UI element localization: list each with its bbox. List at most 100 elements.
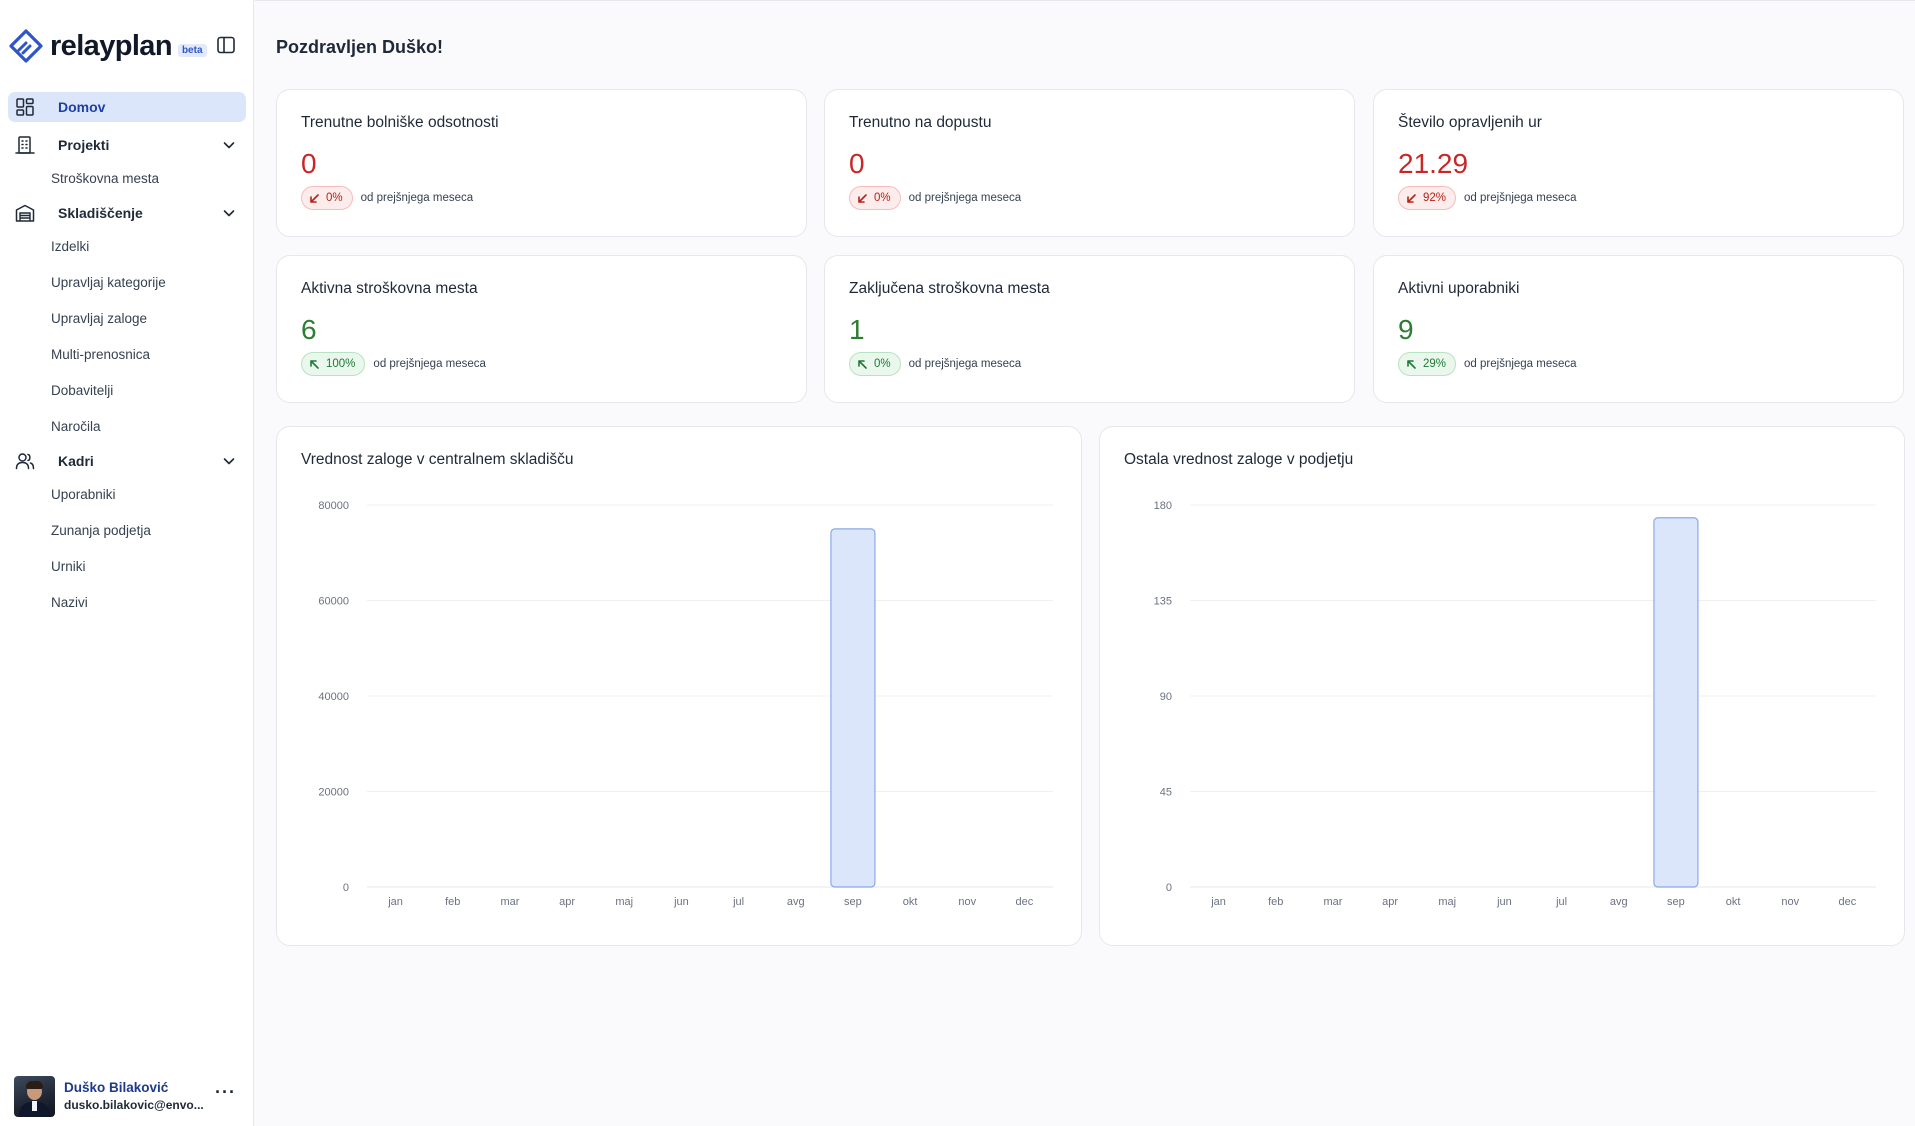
chevron-down-icon[interactable] — [222, 138, 236, 152]
arrow-up-left-icon — [310, 359, 319, 369]
bar-sep[interactable] — [830, 528, 876, 888]
stat-card-sick-leave: Trenutne bolniške odsotnosti 0 0% od prejšn… — [276, 89, 807, 237]
bar-sep[interactable] — [1653, 517, 1699, 888]
avatar — [14, 1075, 55, 1117]
stat-title: Aktivna stroškovna mesta — [301, 280, 478, 297]
beta-badge: beta — [177, 43, 207, 57]
x-tick-label: okt — [903, 896, 918, 908]
stat-value: 0 — [301, 148, 317, 179]
x-tick-label: apr — [1382, 896, 1398, 908]
x-tick-label: feb — [1268, 896, 1283, 908]
stat-footer: 0% od prejšnjega meseca — [849, 186, 1021, 210]
stat-title: Zaključena stroškovna mesta — [849, 280, 1050, 297]
sidebar-item-orders[interactable]: Naročila — [51, 418, 101, 434]
sidebar-toggle-icon[interactable] — [216, 35, 236, 55]
main-nav: Domov Projekti Stroškovna mesta Skladišč… — [8, 92, 246, 620]
nav-label-staff: Kadri — [58, 453, 94, 469]
brand-name: relayplan — [50, 29, 173, 62]
arrow-down-left-icon — [310, 193, 319, 203]
warehouse-icon — [15, 204, 35, 222]
y-tick-label: 135 — [1154, 596, 1172, 608]
y-tick-label: 40000 — [318, 691, 349, 703]
change-badge: 0% — [849, 186, 901, 210]
x-tick-label: mar — [1323, 896, 1342, 908]
sidebar-item-multi-transfer[interactable]: Multi-prenosnica — [51, 346, 151, 362]
more-options-icon[interactable]: ··· — [215, 1082, 236, 1102]
x-tick-label: maj — [615, 896, 633, 908]
change-value: 92% — [1423, 192, 1447, 204]
chevron-down-icon[interactable] — [222, 454, 236, 468]
change-badge: 0% — [301, 186, 353, 210]
bar-chart: 0 45 90 135 180 jan feb mar apr maj jun jul avg sep ok… — [1154, 500, 1876, 908]
chart-title: Ostala vrednost zaloge v podjetju — [1124, 451, 1354, 468]
y-tick-label: 60000 — [318, 596, 349, 608]
nav-item-projects[interactable]: Projekti — [8, 130, 246, 160]
x-tick-label: maj — [1438, 896, 1456, 908]
user-profile[interactable]: Duško Bilaković dusko.bilakovic@envo... … — [14, 1075, 246, 1117]
sidebar-item-manage-stock[interactable]: Upravljaj zaloge — [51, 310, 148, 326]
bar-chart: 0 20000 40000 60000 80000 jan feb mar apr maj jun j… — [318, 500, 1053, 908]
x-tick-label: nov — [958, 896, 976, 908]
y-tick-label: 20000 — [318, 787, 349, 799]
stat-value: 21.29 — [1398, 148, 1469, 179]
stat-card-hours-worked: Število opravljenih ur 21.29 92% od prejšnj… — [1373, 89, 1904, 237]
stat-title: Aktivni uporabniki — [1398, 280, 1520, 297]
stat-footer: 0% od prejšnjega meseca — [849, 352, 1021, 376]
change-note: od prejšnjega meseca — [1464, 358, 1577, 370]
sidebar-item-manage-categories[interactable]: Upravljaj kategorije — [51, 274, 166, 290]
change-note: od prejšnjega meseca — [908, 358, 1022, 370]
x-tick-label: jan — [387, 896, 403, 908]
sidebar-item-titles[interactable]: Nazivi — [51, 594, 88, 610]
nav-label-warehouse: Skladiščenje — [58, 205, 143, 221]
y-tick-label: 0 — [1166, 882, 1172, 894]
dashboard-grid-icon — [16, 98, 34, 116]
change-value: 29% — [1423, 358, 1447, 370]
chart-title: Vrednost zaloge v centralnem skladišču — [301, 451, 574, 468]
y-tick-label: 80000 — [318, 500, 349, 512]
brand[interactable]: relayplan beta — [8, 26, 248, 66]
x-tick-label: jul — [1555, 896, 1567, 908]
sidebar-item-external-companies[interactable]: Zunanja podjetja — [51, 522, 151, 538]
x-tick-label: nov — [1781, 896, 1799, 908]
y-tick-label: 45 — [1160, 787, 1172, 799]
sidebar-item-cost-centers[interactable]: Stroškovna mesta — [51, 170, 160, 186]
chart-card-central-warehouse: Vrednost zaloge v centralnem skladišču 0… — [276, 426, 1082, 946]
stat-value: 9 — [1398, 314, 1414, 345]
stat-card-active-cost-centers: Aktivna stroškovna mesta 6 100% od prejšnje… — [276, 255, 807, 403]
x-tick-label: mar — [500, 896, 519, 908]
stat-value: 0 — [849, 148, 865, 179]
stat-footer: 0% od prejšnjega meseca — [301, 186, 473, 210]
change-value: 100% — [326, 358, 356, 370]
change-note: od prejšnjega meseca — [373, 358, 486, 370]
nav-item-staff[interactable]: Kadri — [8, 446, 246, 476]
sidebar-item-users[interactable]: Uporabniki — [51, 486, 116, 502]
chevron-down-icon[interactable] — [222, 206, 236, 220]
sidebar-item-products[interactable]: Izdelki — [51, 238, 90, 254]
change-badge: 0% — [849, 352, 901, 376]
user-email: dusko.bilakovic@envo... — [64, 1098, 204, 1112]
users-icon — [15, 453, 35, 470]
y-tick-label: 0 — [343, 882, 349, 894]
x-tick-label: apr — [559, 896, 575, 908]
stat-value: 6 — [301, 314, 317, 345]
x-tick-label: jan — [1210, 896, 1226, 908]
nav-item-warehouse[interactable]: Skladiščenje — [8, 198, 246, 228]
stat-title: Trenutno na dopustu — [849, 114, 992, 131]
stat-footer: 100% od prejšnjega meseca — [301, 352, 486, 376]
nav-item-home[interactable]: Domov — [8, 92, 246, 122]
arrow-down-left-icon — [858, 193, 867, 203]
change-note: od prejšnjega meseca — [1464, 192, 1577, 204]
x-tick-label: avg — [787, 896, 805, 908]
arrow-up-left-icon — [858, 359, 867, 369]
nav-label-projects: Projekti — [58, 137, 110, 153]
x-tick-label: jul — [732, 896, 744, 908]
stat-footer: 29% od prejšnjega meseca — [1398, 352, 1577, 376]
y-tick-label: 90 — [1160, 691, 1172, 703]
page-title: Pozdravljen Duško! — [276, 37, 444, 57]
sidebar-item-schedules[interactable]: Urniki — [51, 558, 86, 574]
stat-value: 1 — [849, 314, 865, 345]
x-tick-label: dec — [1016, 896, 1034, 908]
x-tick-label: feb — [445, 896, 460, 908]
stat-card-closed-cost-centers: Zaključena stroškovna mesta 1 0% od prejšnj… — [824, 255, 1355, 403]
sidebar-item-suppliers[interactable]: Dobavitelji — [51, 382, 114, 398]
